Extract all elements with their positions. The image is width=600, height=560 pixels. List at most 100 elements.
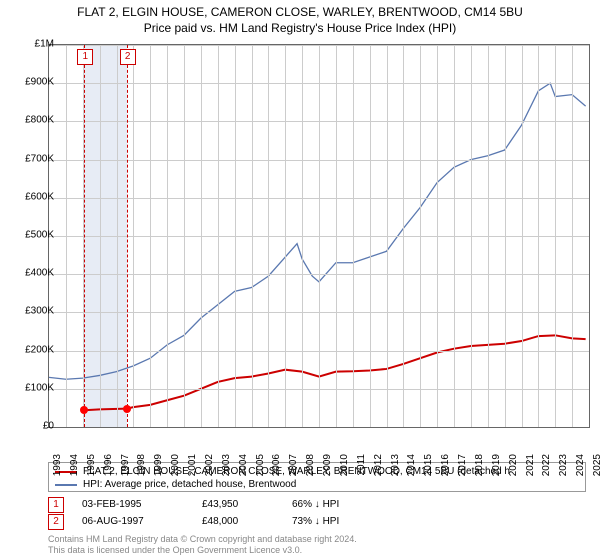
- x-tick-label: 2023: [558, 454, 569, 476]
- x-tick-label: 2011: [356, 454, 367, 476]
- sale-marker-box: 2: [120, 49, 136, 65]
- grid-v: [150, 45, 151, 427]
- sale-date-2: 06-AUG-1997: [82, 516, 202, 527]
- y-tick-label: £1M: [8, 39, 54, 50]
- footer: Contains HM Land Registry data © Crown c…: [48, 534, 357, 557]
- legend-item-hpi: HPI: Average price, detached house, Bren…: [55, 478, 579, 491]
- x-tick-label: 2014: [406, 454, 417, 476]
- grid-v: [285, 45, 286, 427]
- grid-v: [387, 45, 388, 427]
- sale-marker-line: [84, 45, 85, 427]
- y-tick-label: £0: [8, 421, 54, 432]
- sale-marker-2: 2: [48, 514, 64, 530]
- grid-v: [133, 45, 134, 427]
- sale-pct-1: 66% ↓ HPI: [292, 499, 412, 510]
- x-tick-label: 1998: [136, 454, 147, 476]
- y-tick-label: £800K: [8, 115, 54, 126]
- x-tick-label: 2022: [541, 454, 552, 476]
- x-tick-label: 2020: [508, 454, 519, 476]
- x-tick-label: 1995: [86, 454, 97, 476]
- grid-v: [437, 45, 438, 427]
- grid-v: [100, 45, 101, 427]
- grid-v: [319, 45, 320, 427]
- x-tick-label: 2017: [457, 454, 468, 476]
- legend-label-hpi: HPI: Average price, detached house, Bren…: [83, 479, 296, 490]
- x-tick-label: 2004: [238, 454, 249, 476]
- sale-price-2: £48,000: [202, 516, 292, 527]
- x-tick-label: 2019: [491, 454, 502, 476]
- legend-swatch-hpi: [55, 484, 77, 486]
- grid-v: [522, 45, 523, 427]
- y-tick-label: £100K: [8, 382, 54, 393]
- grid-v: [420, 45, 421, 427]
- grid-v: [66, 45, 67, 427]
- grid-v: [555, 45, 556, 427]
- x-tick-label: 2007: [288, 454, 299, 476]
- y-tick-label: £300K: [8, 306, 54, 317]
- y-tick-label: £500K: [8, 230, 54, 241]
- sales-table: 1 03-FEB-1995 £43,950 66% ↓ HPI 2 06-AUG…: [48, 496, 412, 530]
- grid-v: [302, 45, 303, 427]
- chart-title-block: FLAT 2, ELGIN HOUSE, CAMERON CLOSE, WARL…: [0, 0, 600, 36]
- y-tick-label: £900K: [8, 77, 54, 88]
- sale-dot: [123, 405, 131, 413]
- footer-line1: Contains HM Land Registry data © Crown c…: [48, 534, 357, 545]
- grid-v: [370, 45, 371, 427]
- x-tick-label: 2001: [187, 454, 198, 476]
- x-tick-label: 2021: [525, 454, 536, 476]
- x-tick-label: 2013: [390, 454, 401, 476]
- chart-title-line1: FLAT 2, ELGIN HOUSE, CAMERON CLOSE, WARL…: [0, 4, 600, 20]
- chart-title-line2: Price paid vs. HM Land Registry's House …: [0, 20, 600, 36]
- x-tick-label: 2002: [204, 454, 215, 476]
- sale-price-1: £43,950: [202, 499, 292, 510]
- grid-v: [252, 45, 253, 427]
- grid-v: [488, 45, 489, 427]
- grid-v: [117, 45, 118, 427]
- x-tick-label: 1993: [52, 454, 63, 476]
- grid-v: [353, 45, 354, 427]
- x-tick-label: 2005: [255, 454, 266, 476]
- grid-v: [538, 45, 539, 427]
- grid-v: [218, 45, 219, 427]
- grid-v: [505, 45, 506, 427]
- x-tick-label: 2016: [440, 454, 451, 476]
- sales-row-2: 2 06-AUG-1997 £48,000 73% ↓ HPI: [48, 513, 412, 530]
- grid-v: [336, 45, 337, 427]
- y-tick-label: £200K: [8, 344, 54, 355]
- x-tick-label: 2015: [423, 454, 434, 476]
- y-tick-label: £700K: [8, 153, 54, 164]
- grid-v: [184, 45, 185, 427]
- x-tick-label: 2009: [322, 454, 333, 476]
- sale-marker-1: 1: [48, 497, 64, 513]
- y-tick-label: £400K: [8, 268, 54, 279]
- x-tick-label: 1996: [103, 454, 114, 476]
- chart-container: FLAT 2, ELGIN HOUSE, CAMERON CLOSE, WARL…: [0, 0, 600, 560]
- x-tick-label: 2010: [339, 454, 350, 476]
- grid-v: [167, 45, 168, 427]
- footer-line2: This data is licensed under the Open Gov…: [48, 545, 357, 556]
- grid-v: [572, 45, 573, 427]
- sale-dot: [80, 406, 88, 414]
- x-tick-label: 2008: [305, 454, 316, 476]
- x-tick-label: 2000: [170, 454, 181, 476]
- x-tick-label: 2024: [575, 454, 586, 476]
- grid-v: [471, 45, 472, 427]
- grid-v: [235, 45, 236, 427]
- x-tick-label: 2018: [474, 454, 485, 476]
- grid-v: [201, 45, 202, 427]
- x-tick-label: 1994: [69, 454, 80, 476]
- sales-row-1: 1 03-FEB-1995 £43,950 66% ↓ HPI: [48, 496, 412, 513]
- sale-marker-line: [127, 45, 128, 427]
- sale-pct-2: 73% ↓ HPI: [292, 516, 412, 527]
- y-tick-label: £600K: [8, 191, 54, 202]
- grid-v: [268, 45, 269, 427]
- x-tick-label: 1997: [120, 454, 131, 476]
- x-tick-label: 2025: [592, 454, 600, 476]
- grid-v: [403, 45, 404, 427]
- x-tick-label: 1999: [153, 454, 164, 476]
- sale-date-1: 03-FEB-1995: [82, 499, 202, 510]
- x-tick-label: 2012: [373, 454, 384, 476]
- x-tick-label: 2003: [221, 454, 232, 476]
- grid-v: [454, 45, 455, 427]
- plot-area: 12: [48, 44, 590, 428]
